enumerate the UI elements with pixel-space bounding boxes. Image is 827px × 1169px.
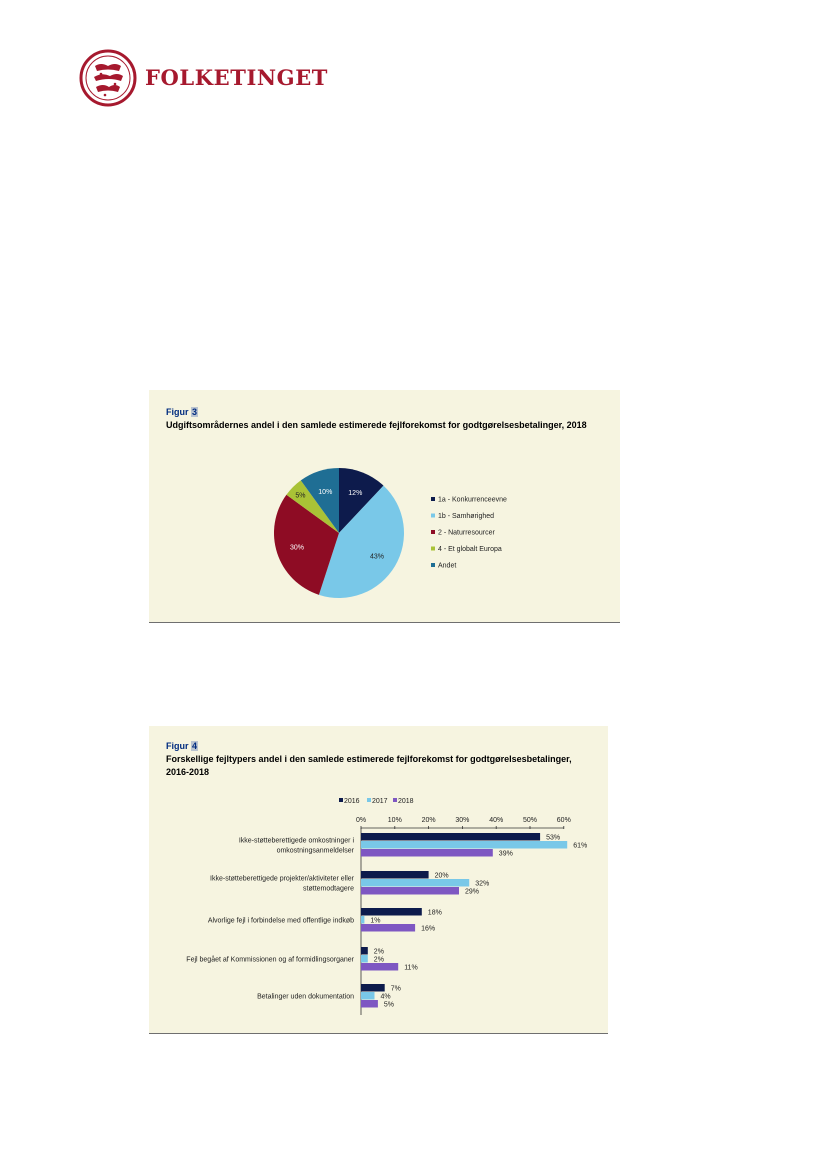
bar: [361, 871, 429, 879]
figure-4-title: Forskellige fejltypers andel i den samle…: [166, 753, 572, 779]
legend-label: 2 - Naturresourcer: [438, 530, 495, 537]
pie-slice: [318, 485, 405, 599]
bar: [361, 992, 375, 1000]
category-label: Alvorlige fejl i forbindelse med offentl…: [208, 918, 354, 925]
figure-4-label: Figur 4: [166, 741, 199, 751]
pie-value-label: 5%: [295, 492, 305, 499]
bar-value-label: 1%: [370, 918, 380, 925]
bar: [361, 963, 399, 971]
bar-value-label: 61%: [573, 843, 587, 850]
bar: [361, 887, 459, 895]
bar: [361, 833, 541, 841]
category-label: Fejl begået af Kommissionen og af formid…: [186, 956, 354, 964]
pie-slice: [286, 480, 339, 533]
bar-value-label: 2%: [374, 949, 384, 956]
figure-3-label-number: 3: [191, 407, 199, 417]
bar: [361, 955, 368, 963]
figure-4-label-number: 4: [191, 741, 199, 751]
legend-label: 2017: [372, 798, 388, 805]
legend-swatch: [431, 513, 435, 518]
pie-slice: [273, 494, 339, 595]
legend-swatch: [431, 530, 435, 534]
category-label: Betalinger uden dokumentation: [257, 994, 354, 1001]
pie-value-label: 43%: [370, 554, 384, 561]
bar: [361, 841, 568, 849]
logo-text: FOLKETINGET: [145, 65, 329, 90]
category-label: Ikke-støtteberettigede omkostninger i: [239, 838, 355, 845]
category-label: støttemodtagere: [303, 886, 354, 893]
figure-4-title-line-1: Forskellige fejltypers andel i den samle…: [166, 754, 572, 764]
bar-value-label: 7%: [391, 986, 401, 993]
bar-value-label: 29%: [465, 889, 479, 896]
legend-label: Andet: [438, 563, 456, 570]
figure-3-label-prefix: Figur: [166, 407, 189, 417]
figure-3-title: Udgiftsområdernes andel i den samlede es…: [166, 420, 587, 430]
figure-4-label-prefix: Figur: [166, 741, 189, 751]
bar: [361, 879, 470, 887]
x-tick-label: 20%: [422, 817, 436, 824]
legend-swatch: [367, 798, 371, 802]
bar: [361, 924, 416, 932]
x-tick-label: 10%: [388, 817, 402, 824]
pie-slice: [300, 468, 339, 533]
bar-value-label: 16%: [421, 926, 435, 933]
bar: [361, 984, 385, 992]
legend-label: 4 - Et globalt Europa: [438, 546, 502, 553]
figure-4-panel: Figur 4 Forskellige fejltypers andel i d…: [149, 726, 608, 1034]
legend-swatch: [431, 497, 435, 501]
x-tick-label: 40%: [489, 817, 503, 824]
bar: [361, 849, 493, 857]
legend-swatch: [339, 798, 343, 802]
bar-value-label: 5%: [384, 1002, 394, 1009]
bar-value-label: 18%: [428, 910, 442, 917]
bar: [361, 1000, 378, 1008]
bar-value-label: 2%: [374, 957, 384, 964]
pie-value-label: 30%: [290, 545, 304, 552]
figure-4-title-line-2: 2016-2018: [166, 767, 210, 777]
legend-label: 1a - Konkurrenceevne: [438, 497, 507, 504]
legend-swatch: [431, 546, 435, 551]
legend-label: 1b - Samhørighed: [438, 513, 494, 520]
legend-swatch: [431, 563, 435, 567]
legend-label: 2016: [344, 798, 360, 805]
category-label: omkostningsanmeldelser: [277, 848, 355, 855]
category-label: Ikke-støtteberettigede projekter/aktivit…: [210, 876, 355, 883]
figure-3-panel: Figur 3 Udgiftsområdernes andel i den sa…: [149, 390, 620, 623]
bar-value-label: 39%: [499, 851, 513, 858]
x-tick-label: 50%: [523, 817, 537, 824]
pie-slice: [339, 468, 384, 533]
pie-chart: 12% 43% 30% 5% 10% 1a - Konkurrenceevne 1b - S…: [273, 468, 507, 599]
x-tick-label: 30%: [455, 817, 469, 824]
bar-value-label: 32%: [475, 881, 489, 888]
legend-swatch: [393, 798, 397, 802]
bar-value-label: 11%: [404, 965, 418, 972]
bar: [361, 916, 365, 924]
bar: [361, 908, 422, 916]
folketinget-logo: FOLKETINGET: [79, 49, 327, 107]
pie-value-label: 12%: [348, 490, 362, 497]
bar-chart: 2016 2017 2018 0% 10% 20% 30% 40% 50% 60% Ikke-stø…: [186, 798, 587, 1015]
pie-value-label: 10%: [318, 489, 332, 496]
bar-value-label: 53%: [546, 835, 560, 842]
bar-value-label: 4%: [381, 994, 391, 1001]
bar-value-label: 20%: [435, 873, 449, 880]
x-tick-label: 60%: [557, 817, 571, 824]
bar: [361, 947, 368, 955]
figure-3-label: Figur 3: [166, 407, 199, 417]
x-tick-label: 0%: [356, 817, 366, 824]
legend-label: 2018: [398, 798, 414, 805]
coat-of-arms-icon: [79, 49, 137, 107]
